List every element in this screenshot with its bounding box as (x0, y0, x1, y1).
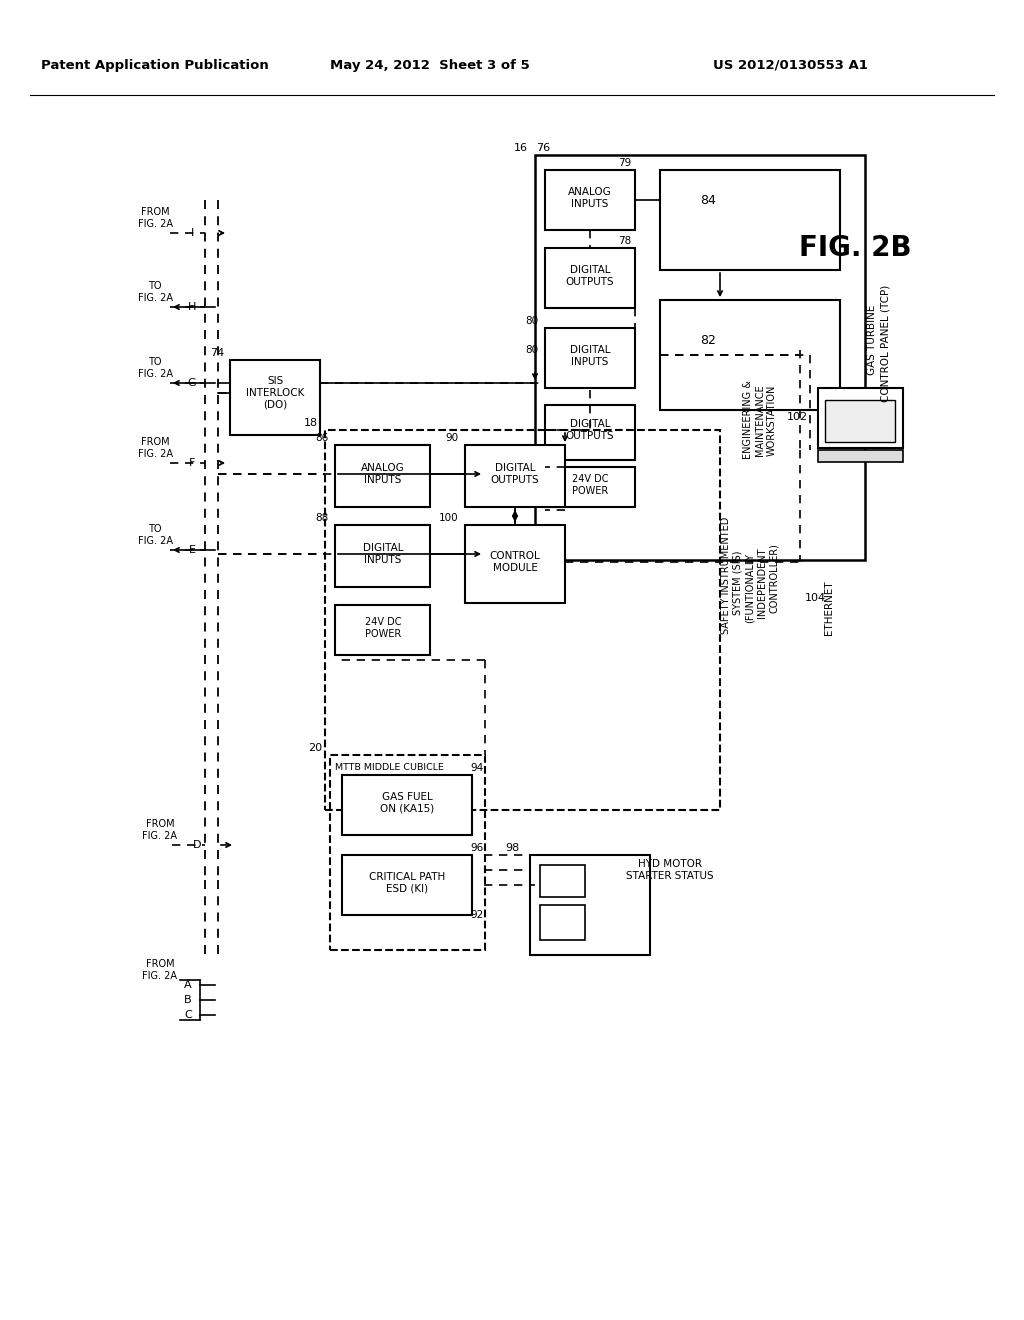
Text: FIG. 2B: FIG. 2B (799, 234, 911, 261)
Text: ETHERNET: ETHERNET (824, 581, 834, 635)
Bar (535, 154, 865, 560)
Text: 88: 88 (314, 513, 328, 523)
Bar (545, 170, 635, 230)
Text: B: B (184, 995, 191, 1005)
Bar (825, 400, 895, 442)
Text: FROM
FIG. 2A: FROM FIG. 2A (142, 960, 177, 981)
Bar (660, 170, 840, 271)
Text: DIGITAL
OUTPUTS: DIGITAL OUTPUTS (565, 420, 614, 441)
Bar (335, 445, 430, 507)
Text: DIGITAL
OUTPUTS: DIGITAL OUTPUTS (565, 265, 614, 286)
Text: INDEPENDENT: INDEPENDENT (757, 548, 767, 618)
Text: 24V DC
POWER: 24V DC POWER (365, 618, 401, 639)
Text: CONTROL PANEL (TCP): CONTROL PANEL (TCP) (881, 284, 891, 401)
Bar (545, 405, 635, 459)
Text: FROM
FIG. 2A: FROM FIG. 2A (137, 437, 172, 459)
Bar (660, 300, 840, 411)
Text: 92: 92 (470, 909, 483, 920)
Bar (342, 855, 472, 915)
Text: 74: 74 (210, 348, 224, 358)
Text: CRITICAL PATH
ESD (KI): CRITICAL PATH ESD (KI) (369, 873, 445, 894)
Bar (465, 525, 565, 603)
Text: HYD MOTOR
STARTER STATUS: HYD MOTOR STARTER STATUS (627, 859, 714, 880)
Text: (FUNTIONALLY: (FUNTIONALLY (745, 553, 755, 623)
Bar (330, 755, 485, 950)
Text: G: G (187, 378, 197, 388)
Text: 90: 90 (444, 433, 458, 444)
Text: SIS
INTERLOCK
(DO): SIS INTERLOCK (DO) (246, 376, 304, 409)
Text: 84: 84 (700, 194, 716, 206)
Text: 94: 94 (470, 763, 483, 774)
Text: ANALOG
INPUTS: ANALOG INPUTS (568, 187, 612, 209)
Bar (335, 525, 430, 587)
Text: F: F (188, 458, 196, 469)
Text: 100: 100 (438, 513, 458, 523)
Text: Patent Application Publication: Patent Application Publication (41, 58, 269, 71)
Text: DIGITAL
OUTPUTS: DIGITAL OUTPUTS (490, 463, 540, 484)
Text: CONTROLLER): CONTROLLER) (769, 543, 779, 612)
Text: C: C (184, 1010, 191, 1020)
Text: SAFETY INSTRUMENTED: SAFETY INSTRUMENTED (721, 516, 731, 634)
Text: 78: 78 (618, 236, 631, 246)
Bar (545, 248, 635, 308)
Text: TO
FIG. 2A: TO FIG. 2A (137, 524, 172, 545)
Bar (335, 605, 430, 655)
Text: 76: 76 (536, 143, 550, 153)
Bar (540, 865, 585, 898)
Text: 79: 79 (618, 158, 631, 168)
Text: 96: 96 (470, 843, 483, 853)
Text: FROM
FIG. 2A: FROM FIG. 2A (142, 820, 177, 841)
Bar (545, 327, 635, 388)
Text: 82: 82 (700, 334, 716, 346)
Text: US 2012/0130553 A1: US 2012/0130553 A1 (713, 58, 867, 71)
Text: E: E (188, 545, 196, 554)
Text: MTTB MIDDLE CUBICLE: MTTB MIDDLE CUBICLE (335, 763, 443, 772)
Text: 80: 80 (525, 315, 538, 326)
Text: A: A (184, 979, 191, 990)
Text: DIGITAL
INPUTS: DIGITAL INPUTS (362, 544, 403, 565)
Text: H: H (187, 302, 197, 312)
Text: D: D (193, 840, 202, 850)
Bar (342, 775, 472, 836)
Text: 20: 20 (308, 743, 322, 752)
Text: I: I (190, 228, 194, 238)
Bar (465, 445, 565, 507)
FancyBboxPatch shape (818, 388, 903, 447)
Bar (530, 855, 650, 954)
Text: 16: 16 (514, 143, 528, 153)
Text: ANALOG
INPUTS: ANALOG INPUTS (361, 463, 404, 484)
Text: May 24, 2012  Sheet 3 of 5: May 24, 2012 Sheet 3 of 5 (330, 58, 529, 71)
Bar (540, 906, 585, 940)
Bar (818, 450, 903, 462)
Text: 24V DC
POWER: 24V DC POWER (571, 474, 608, 496)
Text: 104: 104 (805, 593, 825, 603)
Text: DIGITAL
INPUTS: DIGITAL INPUTS (569, 346, 610, 367)
Bar (325, 430, 720, 810)
Text: FROM
FIG. 2A: FROM FIG. 2A (137, 207, 172, 228)
Text: 86: 86 (314, 433, 328, 444)
Text: SYSTEM (SIS): SYSTEM (SIS) (733, 550, 743, 615)
Text: TO
FIG. 2A: TO FIG. 2A (137, 358, 172, 379)
Text: GAS FUEL
ON (KA15): GAS FUEL ON (KA15) (380, 792, 434, 814)
Text: GAS TURBINE: GAS TURBINE (867, 305, 877, 375)
Text: 18: 18 (304, 418, 318, 428)
Bar (545, 467, 635, 507)
Text: TO
FIG. 2A: TO FIG. 2A (137, 281, 172, 302)
Text: 102: 102 (786, 412, 808, 422)
Text: ENGINEERING &
MAINTENANCE
WORKSTATION: ENGINEERING & MAINTENANCE WORKSTATION (743, 380, 776, 459)
Bar (230, 360, 319, 436)
Text: CONTROL
MODULE: CONTROL MODULE (489, 552, 541, 573)
Text: 80: 80 (525, 345, 538, 355)
Text: 98: 98 (506, 843, 520, 853)
